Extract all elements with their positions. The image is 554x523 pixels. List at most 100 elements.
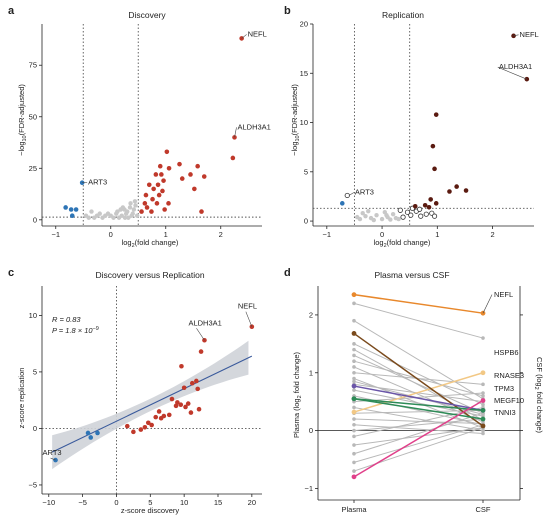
series-point-grey — [352, 347, 356, 352]
point-up — [157, 163, 163, 169]
y-tick-label-left: 1 — [309, 368, 313, 377]
series-point-csf — [480, 416, 486, 422]
series-point-plasma — [351, 396, 357, 402]
point-ns — [118, 207, 123, 212]
x-tick-label: 15 — [214, 498, 222, 507]
series-point-grey — [481, 336, 485, 340]
series-line — [353, 399, 484, 478]
series-point-grey — [352, 417, 356, 421]
point-up — [138, 427, 144, 432]
series-point-grey — [481, 391, 485, 395]
x-tick-label: 0 — [109, 230, 113, 239]
y-tick-label: 0 — [304, 217, 308, 226]
point-ns — [94, 213, 100, 218]
point-down — [63, 205, 68, 210]
point-label: ART3 — [88, 178, 107, 187]
series-line-grey — [353, 372, 484, 385]
panel-a-letter: a — [8, 5, 15, 17]
point-label: ART3 — [43, 448, 62, 457]
point-dark — [428, 197, 433, 202]
y-tick-label: 5 — [33, 367, 37, 376]
point-up — [183, 404, 188, 410]
series-point-grey — [481, 394, 485, 398]
point-dark — [426, 204, 432, 210]
panel-a: a Discovery −1 0 1 20255075NEFLALDH3A1ART3 … — [8, 5, 271, 249]
panel-d-ylabel-right: CSF (log2 fold change) — [533, 357, 544, 434]
series-point-csf — [480, 407, 486, 413]
series-line — [353, 332, 484, 427]
y-tick-label: 75 — [29, 61, 37, 70]
point-up — [160, 188, 165, 194]
panel-b: b Replication −1 0 1 205101520NEFLALDH3A1AR… — [284, 5, 539, 249]
panel-c-ylabel: z-score replication — [17, 368, 26, 429]
point-up — [179, 176, 185, 181]
x-tick-label: 1 — [164, 230, 168, 239]
point-open — [400, 214, 406, 220]
point-up — [164, 149, 170, 155]
point-up — [156, 409, 162, 414]
point-up — [166, 165, 172, 171]
point-open — [431, 213, 438, 219]
series-point-plasma — [351, 331, 357, 336]
point-up — [144, 205, 150, 210]
point-label: ALDH3A1 — [238, 122, 271, 131]
x-tick-label: 0 — [114, 498, 118, 507]
x-tick-label: Plasma — [341, 505, 367, 514]
point-label: NEFL — [238, 302, 257, 311]
y-tick-label-left: 0 — [309, 426, 313, 435]
x-tick-label: −1 — [51, 230, 60, 239]
y-tick-label: 10 — [29, 311, 37, 320]
series-point-plasma — [351, 292, 357, 298]
point-ns — [374, 212, 379, 218]
point-up — [194, 378, 199, 384]
series-point-grey — [481, 428, 485, 433]
point-ns — [134, 213, 140, 218]
point-up — [175, 400, 180, 405]
point-up — [139, 209, 144, 214]
panel-d-letter: d — [284, 267, 291, 279]
y-tick-label: 20 — [300, 20, 308, 29]
point-dark — [447, 189, 452, 194]
x-tick-label: −5 — [78, 498, 87, 507]
point-open — [344, 192, 350, 199]
series-label: TPM3 — [494, 384, 514, 393]
point-ns — [131, 207, 137, 212]
x-tick-label: 10 — [180, 498, 188, 507]
point-up — [178, 402, 184, 407]
point-open — [417, 206, 423, 212]
point-up — [169, 396, 175, 402]
series-line — [353, 398, 484, 412]
panel-c-stat-r: R = 0.83 — [52, 315, 81, 324]
point-down — [85, 430, 91, 436]
point-dark — [412, 203, 418, 209]
panel-a-title: Discovery — [128, 10, 166, 20]
label-leader — [348, 192, 355, 196]
series-line-grey — [353, 354, 484, 414]
series-point-grey — [352, 434, 356, 439]
panel-d-ylabel-left: Plasma (log2 fold change) — [292, 351, 303, 438]
series-line-grey — [353, 320, 484, 400]
y-tick-label: 15 — [300, 69, 308, 78]
point-up — [177, 161, 182, 167]
point-ns — [363, 213, 368, 219]
point-up — [154, 201, 160, 206]
x-tick-label: 2 — [490, 230, 494, 239]
point-ns — [355, 214, 360, 220]
point-ns — [126, 215, 131, 220]
point-up — [181, 385, 187, 391]
series-point-grey — [352, 342, 356, 346]
point-up — [199, 209, 204, 214]
series-point-grey — [352, 379, 356, 384]
point-ns — [105, 211, 111, 216]
point-label: ALDH3A1 — [499, 62, 532, 71]
panel-b-letter: b — [284, 5, 291, 17]
panel-c-letter: c — [8, 267, 14, 279]
series-line-grey — [353, 302, 484, 339]
series-point-grey — [352, 469, 356, 473]
point-ns — [116, 215, 122, 220]
point-up — [188, 410, 194, 415]
x-tick-label: CSF — [476, 505, 491, 514]
panel-c: c Discovery versus Replication −10 −5 0 5 10… — [8, 267, 262, 515]
point-dark — [454, 184, 459, 189]
